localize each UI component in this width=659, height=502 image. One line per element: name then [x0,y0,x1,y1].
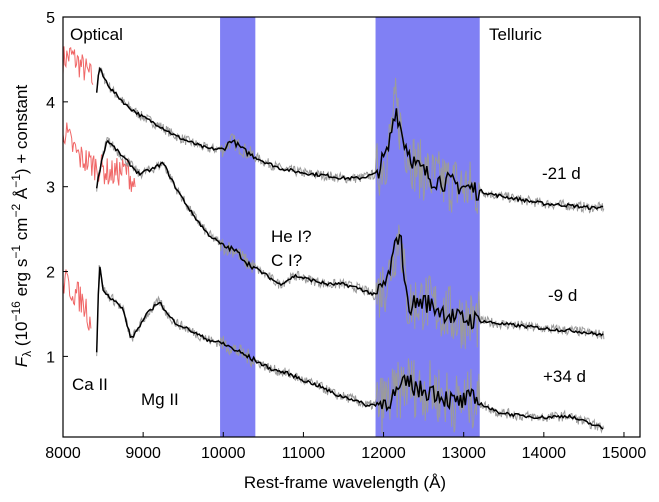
x-axis-title: Rest-frame wavelength (Å) [244,473,446,492]
y-tick-label-2: 2 [46,265,55,282]
region-label-optical: Optical [70,25,123,44]
x-tick-label-13000: 13000 [441,445,486,462]
series-layer [62,46,605,434]
annotation-ca-ii: Ca II [72,375,108,394]
y-tick-label-3: 3 [46,180,55,197]
epoch-label-minus21: -21 d [542,164,581,183]
x-tick-label-10000: 10000 [201,445,246,462]
x-tick-label-8000: 8000 [45,445,81,462]
series-plus34-smoothed [95,266,604,430]
x-tick-label-11000: 11000 [282,445,325,462]
band-layer [220,17,480,437]
x-tick-label-15000: 15000 [602,445,647,462]
telluric-band-2 [375,17,480,437]
epoch-label-minus9: -9 d [548,286,577,305]
tick-layer: 8000 9000 10000 11000 12000 13000 14000 15000 1 2… [45,10,646,462]
series-minus9-smoothed [95,139,604,337]
series-minus9-optical [62,122,136,192]
y-tick-label-5: 5 [46,10,55,27]
x-tick-label-12000: 12000 [361,445,406,462]
x-tick-label-14000: 14000 [522,445,567,462]
series-plus34-optical [62,269,92,331]
series-minus9-raw [96,137,605,350]
series-minus21-raw [96,67,605,214]
annotation-he-i: He I? [271,227,312,246]
epoch-label-plus34: +34 d [543,367,586,386]
region-label-telluric: Telluric [489,25,542,44]
annotation-c-i: C I? [271,251,302,270]
series-minus21-optical [62,46,94,85]
y-tick-label-4: 4 [46,95,55,112]
y-tick-label-1: 1 [46,349,55,366]
x-tick-label-9000: 9000 [125,445,161,462]
series-plus34-raw [96,264,605,434]
plot-frame [62,16,641,438]
series-minus21-smoothed [95,66,604,210]
annotation-mg-ii: Mg II [141,390,179,409]
telluric-band-1 [220,17,256,437]
y-axis-title: Fλ (10−16 erg s−1 cm−2 Å−1) + constant [9,85,34,368]
